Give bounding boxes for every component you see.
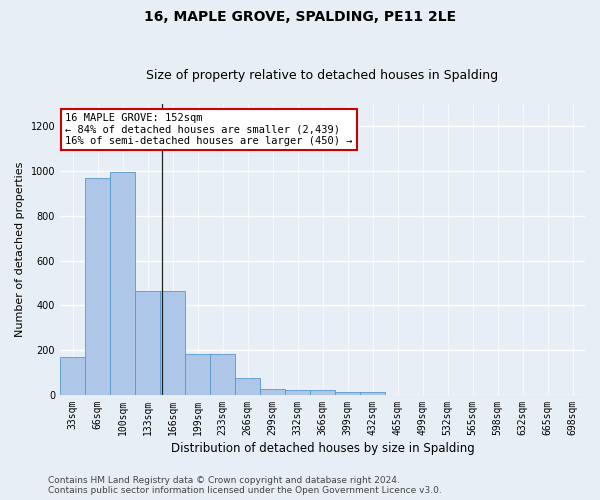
Bar bbox=[135, 291, 160, 395]
Text: Contains HM Land Registry data © Crown copyright and database right 2024.
Contai: Contains HM Land Registry data © Crown c… bbox=[48, 476, 442, 495]
Bar bbox=[310, 390, 335, 395]
Text: 16, MAPLE GROVE, SPALDING, PE11 2LE: 16, MAPLE GROVE, SPALDING, PE11 2LE bbox=[144, 10, 456, 24]
Bar bbox=[160, 291, 185, 395]
Bar bbox=[335, 392, 360, 395]
Bar bbox=[60, 357, 85, 395]
Text: 16 MAPLE GROVE: 152sqm
← 84% of detached houses are smaller (2,439)
16% of semi-: 16 MAPLE GROVE: 152sqm ← 84% of detached… bbox=[65, 112, 353, 146]
X-axis label: Distribution of detached houses by size in Spalding: Distribution of detached houses by size … bbox=[170, 442, 475, 455]
Bar bbox=[260, 390, 285, 395]
Bar bbox=[110, 172, 135, 395]
Bar bbox=[285, 390, 310, 395]
Title: Size of property relative to detached houses in Spalding: Size of property relative to detached ho… bbox=[146, 69, 499, 82]
Bar bbox=[185, 354, 210, 395]
Bar bbox=[210, 354, 235, 395]
Bar bbox=[85, 178, 110, 395]
Bar bbox=[235, 378, 260, 395]
Bar bbox=[360, 392, 385, 395]
Y-axis label: Number of detached properties: Number of detached properties bbox=[15, 162, 25, 337]
